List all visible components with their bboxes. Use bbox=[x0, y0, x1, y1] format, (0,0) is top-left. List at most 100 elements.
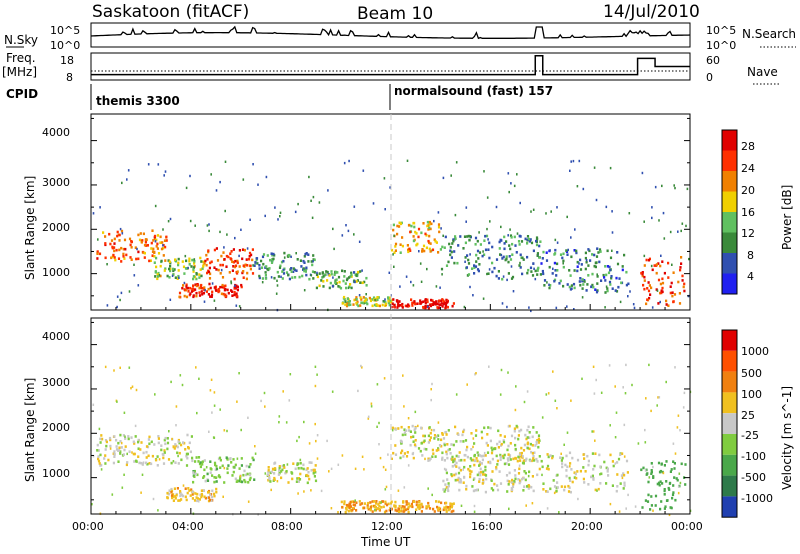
echo-cell bbox=[282, 259, 285, 263]
echo-cell bbox=[136, 247, 138, 251]
echo-cell bbox=[120, 246, 123, 250]
xtick-0400: 04:00 bbox=[172, 520, 204, 533]
echo-cell bbox=[499, 455, 502, 459]
echo-cell bbox=[156, 247, 159, 250]
echo-cell bbox=[326, 270, 329, 274]
echo-cell bbox=[472, 478, 475, 481]
echo-cell bbox=[142, 232, 145, 236]
echo-cell bbox=[164, 259, 167, 262]
echo-cell bbox=[473, 272, 476, 275]
echo-cell bbox=[417, 504, 420, 507]
echo-cell bbox=[612, 464, 615, 468]
echo-cell bbox=[200, 489, 203, 492]
echo-cell bbox=[119, 227, 122, 231]
echo-cell bbox=[675, 477, 678, 480]
echo-cell bbox=[679, 481, 682, 485]
echo-cell bbox=[316, 373, 318, 376]
echo-cell bbox=[113, 435, 116, 438]
echo-cell bbox=[399, 304, 402, 307]
echo-cell bbox=[651, 206, 653, 209]
echo-cell bbox=[429, 227, 432, 231]
echo-cell bbox=[400, 451, 403, 455]
echo-cell bbox=[474, 265, 478, 268]
echo-cell bbox=[682, 406, 685, 409]
echo-cell bbox=[519, 459, 522, 462]
echo-cell bbox=[149, 259, 152, 262]
echo-cell bbox=[174, 495, 177, 498]
echo-cell bbox=[352, 503, 355, 507]
echo-cell bbox=[405, 304, 408, 308]
echo-cell bbox=[400, 507, 403, 510]
echo-cell bbox=[240, 228, 242, 231]
echo-cell bbox=[485, 234, 489, 238]
echo-cell bbox=[420, 426, 423, 430]
echo-cell bbox=[566, 305, 568, 308]
echo-cell bbox=[669, 285, 672, 288]
echo-cell bbox=[330, 467, 333, 470]
echo-cell bbox=[347, 286, 350, 290]
echo-cell bbox=[475, 429, 478, 432]
echo-cell bbox=[234, 477, 237, 481]
echo-cell bbox=[172, 499, 175, 502]
echo-cell bbox=[193, 258, 196, 261]
echo-cell bbox=[215, 467, 219, 471]
echo-cell bbox=[528, 436, 531, 439]
echo-cell bbox=[130, 240, 133, 244]
echo-cell bbox=[351, 508, 354, 512]
power-cbar-tick-16: 16 bbox=[741, 206, 755, 219]
echo-cell bbox=[433, 510, 436, 513]
echo-cell bbox=[581, 278, 584, 281]
echo-cell bbox=[176, 451, 179, 455]
echo-cell bbox=[118, 248, 121, 252]
echo-cell bbox=[587, 274, 590, 277]
echo-cell bbox=[576, 470, 579, 473]
echo-cell bbox=[669, 230, 672, 234]
echo-cell bbox=[500, 239, 503, 242]
echo-cell bbox=[308, 461, 311, 464]
echo-cell bbox=[209, 389, 212, 392]
echo-cell bbox=[206, 224, 209, 227]
echo-cell bbox=[194, 460, 197, 463]
echo-cell bbox=[507, 453, 510, 456]
echo-cell bbox=[104, 365, 107, 369]
echo-cell bbox=[432, 507, 435, 511]
echo-cell bbox=[221, 263, 224, 267]
echo-cell bbox=[484, 454, 487, 457]
echo-cell bbox=[290, 267, 293, 270]
echo-cell bbox=[627, 282, 630, 286]
echo-cell bbox=[208, 496, 211, 499]
echo-cell bbox=[164, 170, 167, 173]
echo-cell bbox=[265, 265, 268, 268]
echo-cell bbox=[401, 302, 404, 306]
echo-cell bbox=[401, 449, 404, 453]
echo-cell bbox=[688, 257, 690, 261]
echo-cell bbox=[672, 442, 675, 445]
echo-cell bbox=[215, 464, 218, 468]
echo-cell bbox=[206, 496, 209, 499]
echo-cell bbox=[565, 474, 568, 478]
echo-cell bbox=[174, 461, 177, 464]
echo-cell bbox=[498, 247, 501, 250]
echo-cell bbox=[606, 287, 609, 290]
echo-cell bbox=[402, 508, 406, 511]
echo-cell bbox=[599, 465, 602, 468]
echo-cell bbox=[269, 258, 272, 262]
echo-cell bbox=[644, 469, 647, 472]
echo-cell bbox=[514, 477, 517, 481]
power-cbar-tick-24: 24 bbox=[741, 162, 755, 175]
echo-cell bbox=[662, 211, 665, 215]
echo-cell bbox=[394, 453, 398, 456]
echo-cell bbox=[365, 284, 368, 287]
echo-cell bbox=[258, 276, 261, 280]
echo-cell bbox=[99, 464, 102, 467]
echo-cell bbox=[600, 279, 603, 282]
echo-cell bbox=[151, 254, 154, 257]
echo-cell bbox=[466, 235, 469, 238]
echo-cell bbox=[450, 250, 453, 254]
echo-cell bbox=[538, 467, 541, 471]
echo-cell bbox=[660, 254, 662, 257]
echo-cell bbox=[384, 298, 386, 301]
echo-cell bbox=[401, 236, 404, 239]
echo-cell bbox=[510, 236, 513, 239]
echo-cell bbox=[185, 498, 188, 502]
